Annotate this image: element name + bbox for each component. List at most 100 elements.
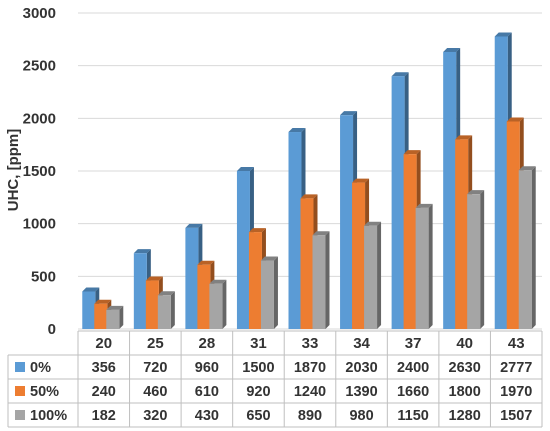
y-tick-label: 1500 <box>23 163 56 180</box>
y-axis-label: UHC, [ppm] <box>5 129 22 212</box>
bar-top <box>312 231 330 236</box>
bar-front <box>518 170 532 329</box>
y-tick-label: 2500 <box>23 58 56 75</box>
x-tick-label: 37 <box>405 335 422 352</box>
y-tick-label: 2000 <box>23 110 56 127</box>
legend-label: 50% <box>30 384 59 400</box>
data-label: 1660 <box>397 384 429 400</box>
bar-front <box>94 303 108 329</box>
bar-100%-20 <box>106 305 124 329</box>
bar-top <box>455 135 473 140</box>
bar-front <box>312 235 326 329</box>
bar-top <box>185 223 203 228</box>
legend-label: 100% <box>30 408 67 424</box>
legend-label: 0% <box>30 360 51 376</box>
data-label: 320 <box>143 408 167 424</box>
bar-top <box>248 228 266 233</box>
bar-front <box>352 182 366 329</box>
bar-front <box>260 260 274 329</box>
data-label: 430 <box>195 408 219 424</box>
bar-top <box>340 111 358 116</box>
bar-top <box>288 128 306 133</box>
bar-side <box>325 231 330 329</box>
data-label: 1280 <box>449 408 481 424</box>
data-label: 2777 <box>500 360 532 376</box>
data-label: 460 <box>143 384 167 400</box>
bar-top <box>260 256 278 261</box>
bar-top <box>209 279 227 284</box>
bar-front <box>133 253 147 329</box>
bar-top <box>300 194 318 199</box>
bar-top <box>494 32 512 37</box>
bar-front <box>185 227 199 329</box>
data-label: 182 <box>92 408 116 424</box>
bar-front <box>443 51 457 330</box>
x-tick-label: 34 <box>353 335 370 352</box>
x-tick-label: 28 <box>199 335 216 352</box>
bar-front <box>494 36 508 330</box>
data-label: 920 <box>246 384 270 400</box>
bar-top <box>364 221 382 226</box>
bar-100%-43 <box>518 166 536 329</box>
bar-front <box>403 154 417 329</box>
bar-top <box>94 299 112 304</box>
bar-top <box>506 117 524 122</box>
x-tick-label: 25 <box>147 335 164 352</box>
bar-top <box>145 276 163 281</box>
bar-front <box>415 207 429 329</box>
x-tick-label: 43 <box>508 335 525 352</box>
bar-top <box>467 190 485 195</box>
bar-top <box>403 150 421 155</box>
bar-top <box>518 166 536 171</box>
data-table: 20 25 28 31 33 34 37 40 43 0% 356 720 960 1500 1870 203… <box>7 330 543 428</box>
bar-top <box>197 260 215 265</box>
bar-front <box>300 198 314 329</box>
data-label: 2400 <box>397 360 429 376</box>
data-label: 960 <box>195 360 219 376</box>
bar-front <box>209 283 223 329</box>
data-label: 1970 <box>500 384 532 400</box>
bar-front <box>391 76 405 329</box>
bar-top <box>157 291 175 296</box>
data-label: 2630 <box>449 360 481 376</box>
data-label: 610 <box>195 384 219 400</box>
bar-front <box>248 232 262 329</box>
data-label: 1390 <box>345 384 377 400</box>
bar-side <box>428 203 433 329</box>
bar-top <box>82 287 100 292</box>
bar-front <box>364 225 378 329</box>
y-tick-label: 500 <box>31 268 56 285</box>
y-axis: UHC, [ppm] 0 500 1000 1500 2000 2500 3000 <box>5 5 56 338</box>
bar-top <box>106 305 124 310</box>
y-tick-label: 3000 <box>23 5 56 22</box>
bar-front <box>197 264 211 329</box>
bar-front <box>288 132 302 329</box>
bar-front <box>455 139 469 329</box>
data-label: 1800 <box>449 384 481 400</box>
bar-front <box>157 295 171 329</box>
data-label: 1240 <box>294 384 326 400</box>
bar-100%-37 <box>415 203 433 329</box>
bar-100%-31 <box>260 256 278 329</box>
bar-top <box>352 178 370 183</box>
bar-100%-40 <box>467 190 485 329</box>
x-tick-label: 33 <box>302 335 319 352</box>
x-tick-label: 20 <box>95 335 112 352</box>
x-tick-label: 31 <box>250 335 267 352</box>
data-label: 1870 <box>294 360 326 376</box>
legend-key-100% <box>15 410 25 420</box>
x-tick-label: 40 <box>456 335 473 352</box>
data-label: 720 <box>143 360 167 376</box>
legend-key-0% <box>15 362 25 372</box>
data-label: 980 <box>349 408 373 424</box>
bar-front <box>145 280 159 329</box>
data-label: 2030 <box>345 360 377 376</box>
bar-side <box>222 279 227 329</box>
bar-side <box>480 190 485 329</box>
bar-side <box>377 221 382 329</box>
bar-top <box>415 203 433 208</box>
bar-top <box>236 167 254 171</box>
data-label: 240 <box>92 384 116 400</box>
bar-top <box>443 47 461 52</box>
